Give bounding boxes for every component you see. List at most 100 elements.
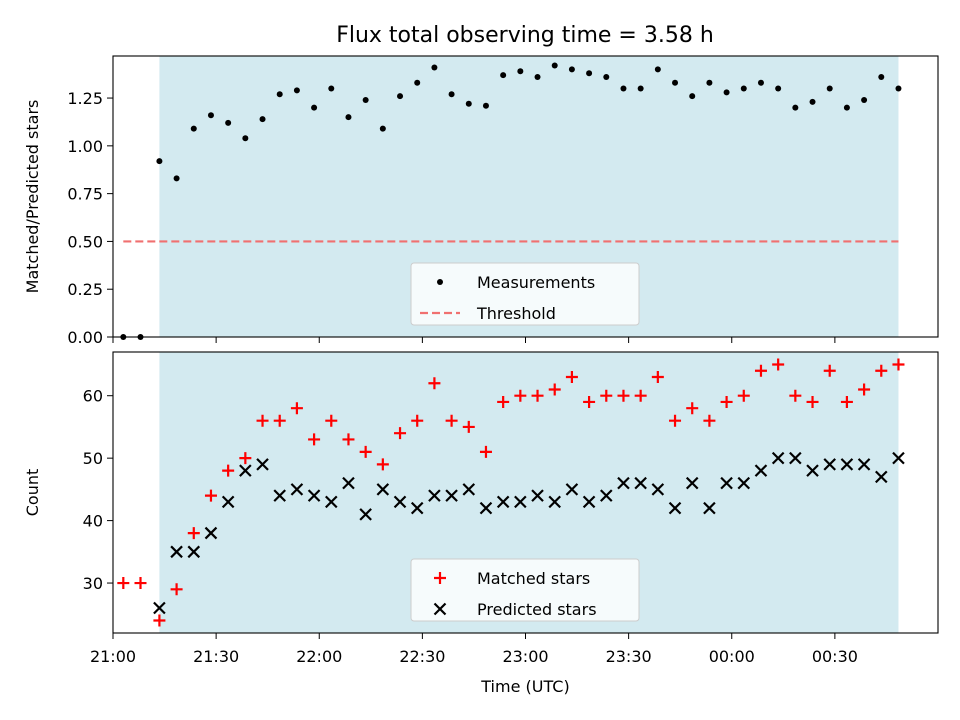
data-point (173, 175, 180, 182)
data-point (858, 383, 871, 396)
y-tick-label: 0.75 (67, 185, 103, 204)
data-point (431, 64, 438, 71)
data-point (414, 79, 421, 86)
legend-box (410, 262, 640, 326)
legend-label: Threshold (476, 304, 556, 323)
data-point (448, 91, 455, 98)
data-point (772, 358, 785, 371)
data-point (568, 66, 575, 73)
data-point (497, 395, 510, 408)
axes-frame (112, 351, 939, 634)
data-point (156, 158, 163, 165)
y-tick-label: 50 (83, 449, 103, 468)
data-point (465, 100, 472, 107)
data-point (239, 464, 252, 477)
data-point (685, 476, 699, 490)
data-point (600, 389, 613, 402)
data-point (362, 96, 369, 103)
data-point (823, 458, 836, 471)
count-panel: 30 40 50 60 21:00 21:30 22:00 22:30 23:00 23:30 00… (23, 351, 939, 696)
data-point (548, 383, 561, 396)
data-point (637, 85, 644, 92)
data-point (857, 458, 871, 471)
data-point (792, 104, 799, 111)
data-point (293, 87, 300, 94)
data-point (548, 495, 561, 509)
data-point (582, 495, 596, 509)
data-point (668, 501, 682, 515)
legend-marker (437, 279, 443, 285)
data-point (706, 79, 713, 86)
legend-label: Matched stars (477, 569, 590, 588)
data-point (225, 119, 232, 126)
legend-label: Predicted stars (477, 600, 597, 619)
data-point (771, 451, 785, 465)
data-point (840, 395, 853, 408)
data-point (861, 96, 868, 103)
legend-box (410, 558, 640, 622)
data-point (620, 85, 627, 92)
data-point (256, 458, 269, 471)
data-point (514, 495, 527, 509)
data-point (379, 125, 386, 132)
data-point (720, 395, 733, 408)
x-tick-label: 23:00 (502, 647, 548, 666)
data-point (482, 102, 489, 109)
data-point (806, 395, 819, 408)
data-point (290, 483, 304, 496)
data-point (703, 501, 716, 515)
data-point (654, 66, 661, 73)
data-point (496, 495, 510, 509)
data-point (551, 62, 558, 69)
y-axis-label: Matched/Predicted stars (23, 100, 42, 294)
legend: Measurements Threshold (410, 262, 640, 326)
data-point (583, 395, 596, 408)
data-point (428, 377, 441, 390)
data-point (617, 476, 630, 490)
data-point (534, 74, 541, 81)
data-point (342, 476, 355, 490)
series-predicted-stars (153, 451, 905, 615)
data-point (394, 427, 407, 440)
data-point (462, 420, 475, 433)
data-point (170, 583, 183, 596)
data-point (634, 476, 647, 490)
x-tick-label: 21:30 (193, 647, 239, 666)
data-point (276, 91, 283, 98)
y-tick-label: 40 (83, 512, 103, 531)
data-point (875, 470, 888, 484)
data-point (754, 464, 768, 477)
data-point (651, 370, 664, 383)
data-point (672, 79, 679, 86)
data-point (273, 489, 286, 502)
chart-title: Flux total observing time = 3.58 h (336, 23, 714, 48)
data-point (479, 445, 492, 458)
data-point (428, 489, 441, 502)
x-tick-label: 00:30 (812, 647, 858, 666)
data-point (689, 93, 696, 100)
x-tick-label: 21:00 (90, 647, 136, 666)
data-point (190, 125, 197, 132)
data-point (479, 501, 493, 515)
data-point (669, 414, 682, 427)
y-tick-label: 1.25 (67, 89, 103, 108)
data-point (754, 364, 767, 377)
data-point (242, 135, 249, 142)
data-point (445, 414, 458, 427)
data-point (259, 116, 266, 123)
data-point (531, 389, 544, 402)
axes-frame (112, 55, 939, 338)
x-tick-label: 23:30 (606, 647, 652, 666)
data-point (600, 489, 613, 502)
data-point (170, 545, 183, 559)
y-tick-label: 60 (83, 387, 103, 406)
data-point (840, 458, 854, 471)
data-point (878, 74, 885, 81)
data-point (273, 414, 286, 427)
legend-marker (433, 602, 447, 616)
data-point (875, 364, 888, 377)
data-point (153, 601, 166, 615)
data-point (411, 414, 424, 427)
legend-marker (434, 572, 446, 584)
